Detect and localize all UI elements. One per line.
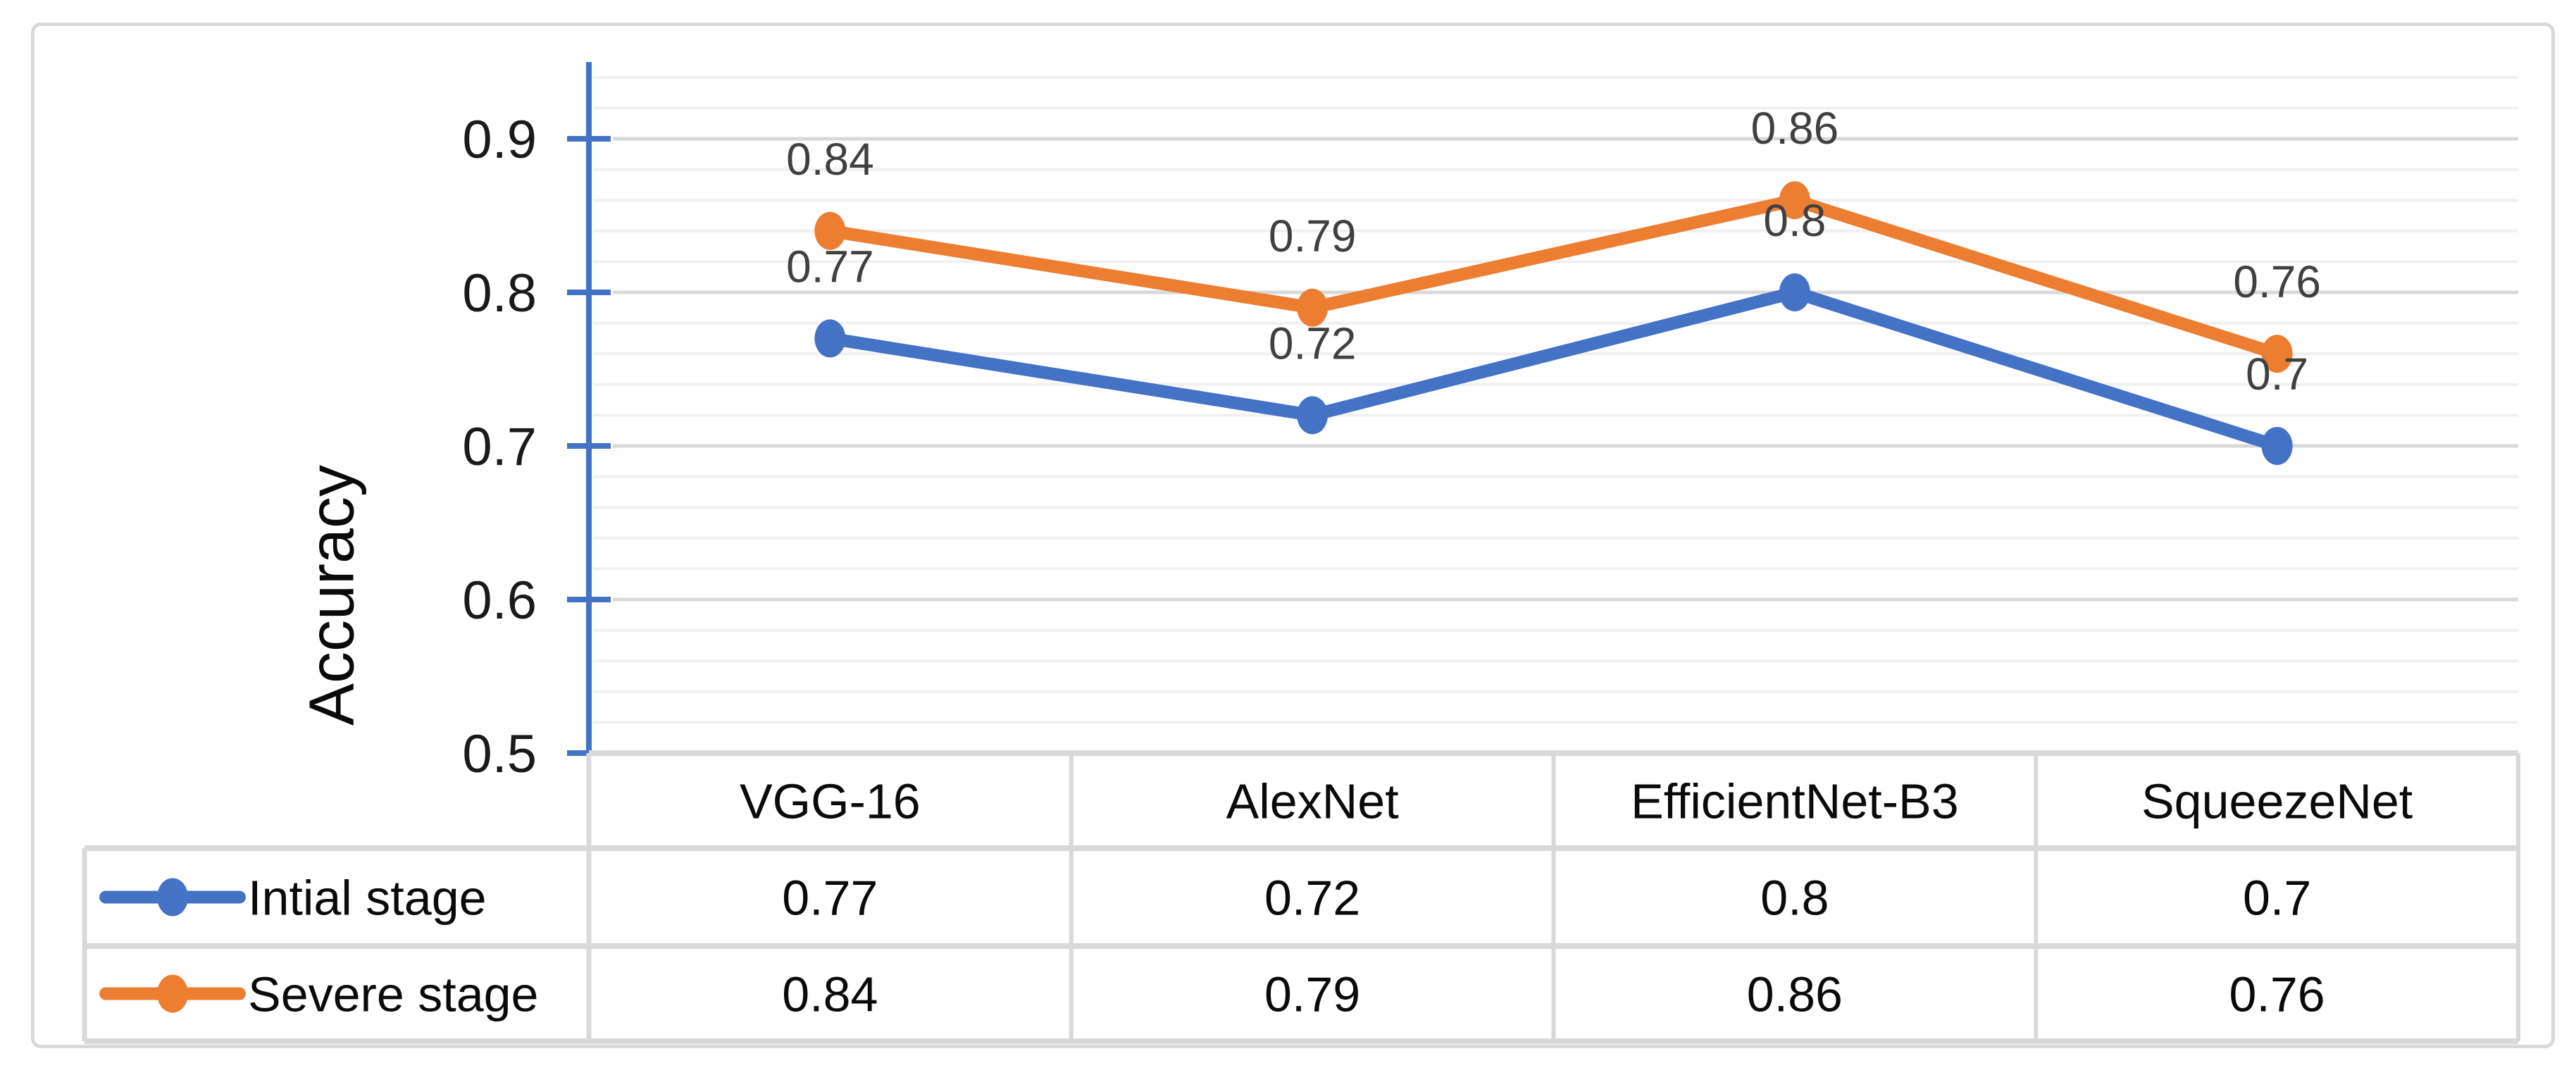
data-label: 0.79	[1269, 211, 1357, 261]
legend-point-marker-icon	[157, 878, 188, 917]
data-point-marker	[1779, 181, 1810, 220]
y-axis-tick-label: 0.8	[462, 263, 537, 323]
table-header-row: VGG-16 AlexNet EfficientNet-B3 SqueezeNet	[740, 774, 2413, 829]
data-point-marker	[1779, 273, 1810, 311]
data-labels: 0.77 0.72 0.8 0.7 0.84 0.79 0.86 0.76	[786, 103, 2321, 399]
table-header-cell-vgg-16: VGG-16	[740, 774, 921, 829]
data-table: VGG-16 AlexNet EfficientNet-B3 SqueezeNet In…	[82, 750, 2520, 1044]
y-axis-tick-label: 0.9	[462, 110, 537, 170]
data-label: 0.76	[2233, 256, 2321, 307]
table-value-cell: 0.84	[782, 967, 878, 1022]
y-axis: 0.5 0.6 0.7 0.8 0.9	[462, 62, 611, 784]
data-point-marker	[2261, 427, 2293, 465]
table-header-cell-squeezenet: SqueezeNet	[2141, 774, 2413, 829]
data-label: 0.77	[786, 241, 874, 292]
y-axis-tick-label: 0.7	[462, 417, 537, 477]
y-axis-title: Accuracy	[297, 464, 368, 726]
data-label: 0.8	[1763, 195, 1826, 246]
table-value-cell: 0.8	[1760, 871, 1829, 926]
data-label: 0.7	[2246, 349, 2308, 399]
y-axis-tick-label: 0.6	[462, 571, 537, 631]
series-intial-stage	[814, 273, 2293, 465]
data-point-marker	[814, 211, 846, 250]
data-point-marker	[2261, 335, 2293, 373]
table-value-cell: 0.86	[1747, 967, 1843, 1022]
data-label: 0.72	[1269, 318, 1357, 368]
legend-label: Severe stage	[248, 967, 538, 1022]
table-value-cell: 0.77	[782, 871, 878, 926]
table-value-cell: 0.79	[1264, 967, 1360, 1022]
legend-point-marker-icon	[157, 974, 188, 1013]
table-value-cell: 0.72	[1264, 871, 1360, 926]
legend-key-severe-stage: Severe stage	[99, 967, 538, 1022]
data-point-marker	[1297, 396, 1329, 435]
data-label: 0.84	[786, 134, 874, 185]
table-value-cell: 0.76	[2229, 967, 2325, 1022]
series-line	[823, 286, 2284, 452]
table-row-intial-stage: Intial stage 0.77 0.72 0.8 0.7	[99, 871, 2311, 926]
data-label: 0.86	[1751, 103, 1839, 154]
table-header-cell-efficientnet-b3: EfficientNet-B3	[1631, 774, 1959, 829]
series-severe-stage	[814, 181, 2293, 373]
legend-label: Intial stage	[248, 871, 487, 926]
table-value-cell: 0.7	[2243, 871, 2311, 926]
legend-key-intial-stage: Intial stage	[99, 871, 487, 926]
y-axis-tick-label: 0.5	[462, 724, 537, 784]
data-point-marker	[814, 319, 846, 358]
series-line	[823, 194, 2284, 361]
figure-border	[31, 23, 2555, 1048]
data-point-marker	[1297, 288, 1329, 327]
table-row-severe-stage: Severe stage 0.84 0.79 0.86 0.76	[99, 967, 2325, 1022]
table-header-cell-alexnet: AlexNet	[1226, 774, 1399, 829]
gridlines	[593, 75, 2518, 724]
